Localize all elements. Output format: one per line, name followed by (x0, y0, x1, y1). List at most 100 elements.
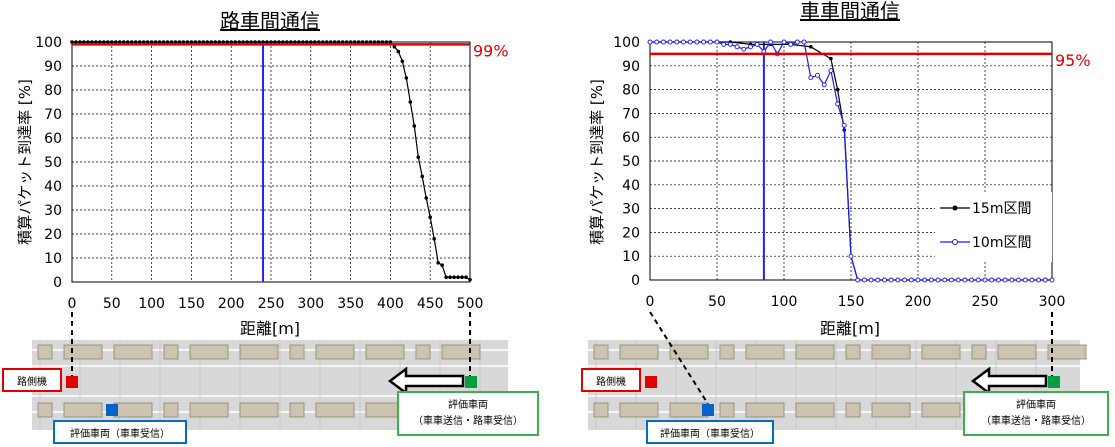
data-point (245, 40, 249, 44)
y-tick-label: 90 (44, 59, 62, 75)
data-point (225, 40, 230, 44)
data-point (173, 40, 178, 44)
data-point (110, 40, 114, 44)
parked-car (593, 344, 609, 360)
x-tick-label: 250 (258, 296, 285, 312)
y-tick-label: 20 (622, 225, 640, 241)
data-point (169, 40, 174, 44)
parked-car (845, 402, 861, 418)
y-tick-label: 50 (622, 154, 640, 170)
data-point (424, 196, 429, 200)
y-tick-label: 80 (622, 83, 640, 99)
y-tick-label: 40 (44, 179, 62, 195)
data-point (456, 275, 460, 280)
data-point (808, 75, 814, 81)
data-point (98, 40, 102, 44)
x-tick-label: 200 (218, 296, 245, 312)
data-point (788, 41, 794, 47)
parked-car (163, 344, 179, 360)
data-point (193, 40, 198, 44)
data-point (237, 40, 241, 44)
data-point (928, 277, 934, 283)
legend-box (935, 192, 1052, 262)
data-point (153, 40, 158, 44)
tx-vehicle-label-line1: 評価車両 (448, 398, 488, 411)
y-tick-labels: 0 10 20 30 40 50 60 70 80 90 100 (35, 35, 62, 291)
y-tick-label: 20 (44, 227, 62, 243)
x-tick-labels: 0 50 100 150 200 250 300 350 400 450 500 (68, 296, 484, 312)
data-point (1036, 277, 1042, 283)
parked-car (921, 402, 961, 418)
data-point (452, 275, 456, 280)
parked-car (871, 344, 911, 360)
data-point (707, 39, 713, 45)
data-point (221, 40, 226, 44)
data-point (380, 40, 385, 44)
data-point (316, 40, 321, 44)
y-tick-label: 90 (622, 59, 640, 75)
y-tick-label: 30 (622, 202, 640, 218)
data-point (908, 277, 914, 283)
parked-car (239, 402, 279, 418)
roadside-unit-label-box (581, 368, 641, 392)
x-tick-label: 0 (68, 296, 77, 312)
parked-car (315, 402, 355, 418)
data-point (301, 40, 305, 44)
parked-car (113, 402, 153, 418)
data-point (133, 40, 138, 44)
data-point (289, 40, 293, 44)
data-point (376, 40, 381, 44)
data-point (106, 40, 110, 44)
data-point (161, 40, 166, 44)
data-point (1022, 277, 1028, 283)
parked-car (289, 402, 305, 418)
data-point (297, 40, 301, 44)
series-layer: 95% (647, 39, 1091, 283)
leader-line-rx-vehicle (649, 311, 709, 405)
rx-vehicle-marker (702, 404, 714, 416)
data-point (189, 40, 194, 44)
data-point (741, 46, 747, 52)
x-tick-label: 400 (377, 296, 404, 312)
data-point (428, 215, 433, 219)
y-tick-label: 40 (622, 178, 640, 194)
parked-car (315, 344, 355, 360)
rx-vehicle-marker (106, 404, 118, 416)
parked-car (719, 402, 735, 418)
y-tick-label: 60 (44, 131, 62, 147)
parked-car (63, 344, 103, 360)
x-tick-label: 300 (1039, 294, 1066, 310)
data-point (129, 40, 134, 44)
data-point (1049, 277, 1055, 283)
data-point (432, 237, 436, 241)
x-tick-label: 150 (838, 294, 865, 310)
data-point (165, 40, 170, 44)
x-axis-label: 距離[m] (820, 319, 880, 338)
data-point (895, 277, 901, 283)
tx-vehicle-label-line2: （車車送信・路車受信） (413, 414, 523, 427)
data-point (197, 40, 202, 44)
data-point (145, 40, 150, 44)
x-tick-label: 350 (337, 296, 364, 312)
parked-car (669, 344, 709, 360)
data-point (356, 40, 361, 44)
data-point (809, 44, 813, 49)
data-point (249, 40, 253, 44)
data-point (855, 277, 861, 283)
data-point (848, 253, 854, 259)
data-point (748, 44, 753, 50)
plot-frame (649, 41, 1053, 281)
data-point (137, 40, 142, 44)
data-point (265, 40, 269, 44)
parked-car (845, 344, 861, 360)
data-point (352, 40, 357, 44)
data-point (241, 40, 245, 44)
data-point (975, 277, 981, 283)
data-point (660, 39, 666, 45)
data-point (1009, 277, 1015, 283)
parked-car (971, 344, 987, 360)
threshold-label: 99% (473, 41, 509, 60)
data-point (902, 277, 908, 283)
data-point (205, 40, 210, 44)
